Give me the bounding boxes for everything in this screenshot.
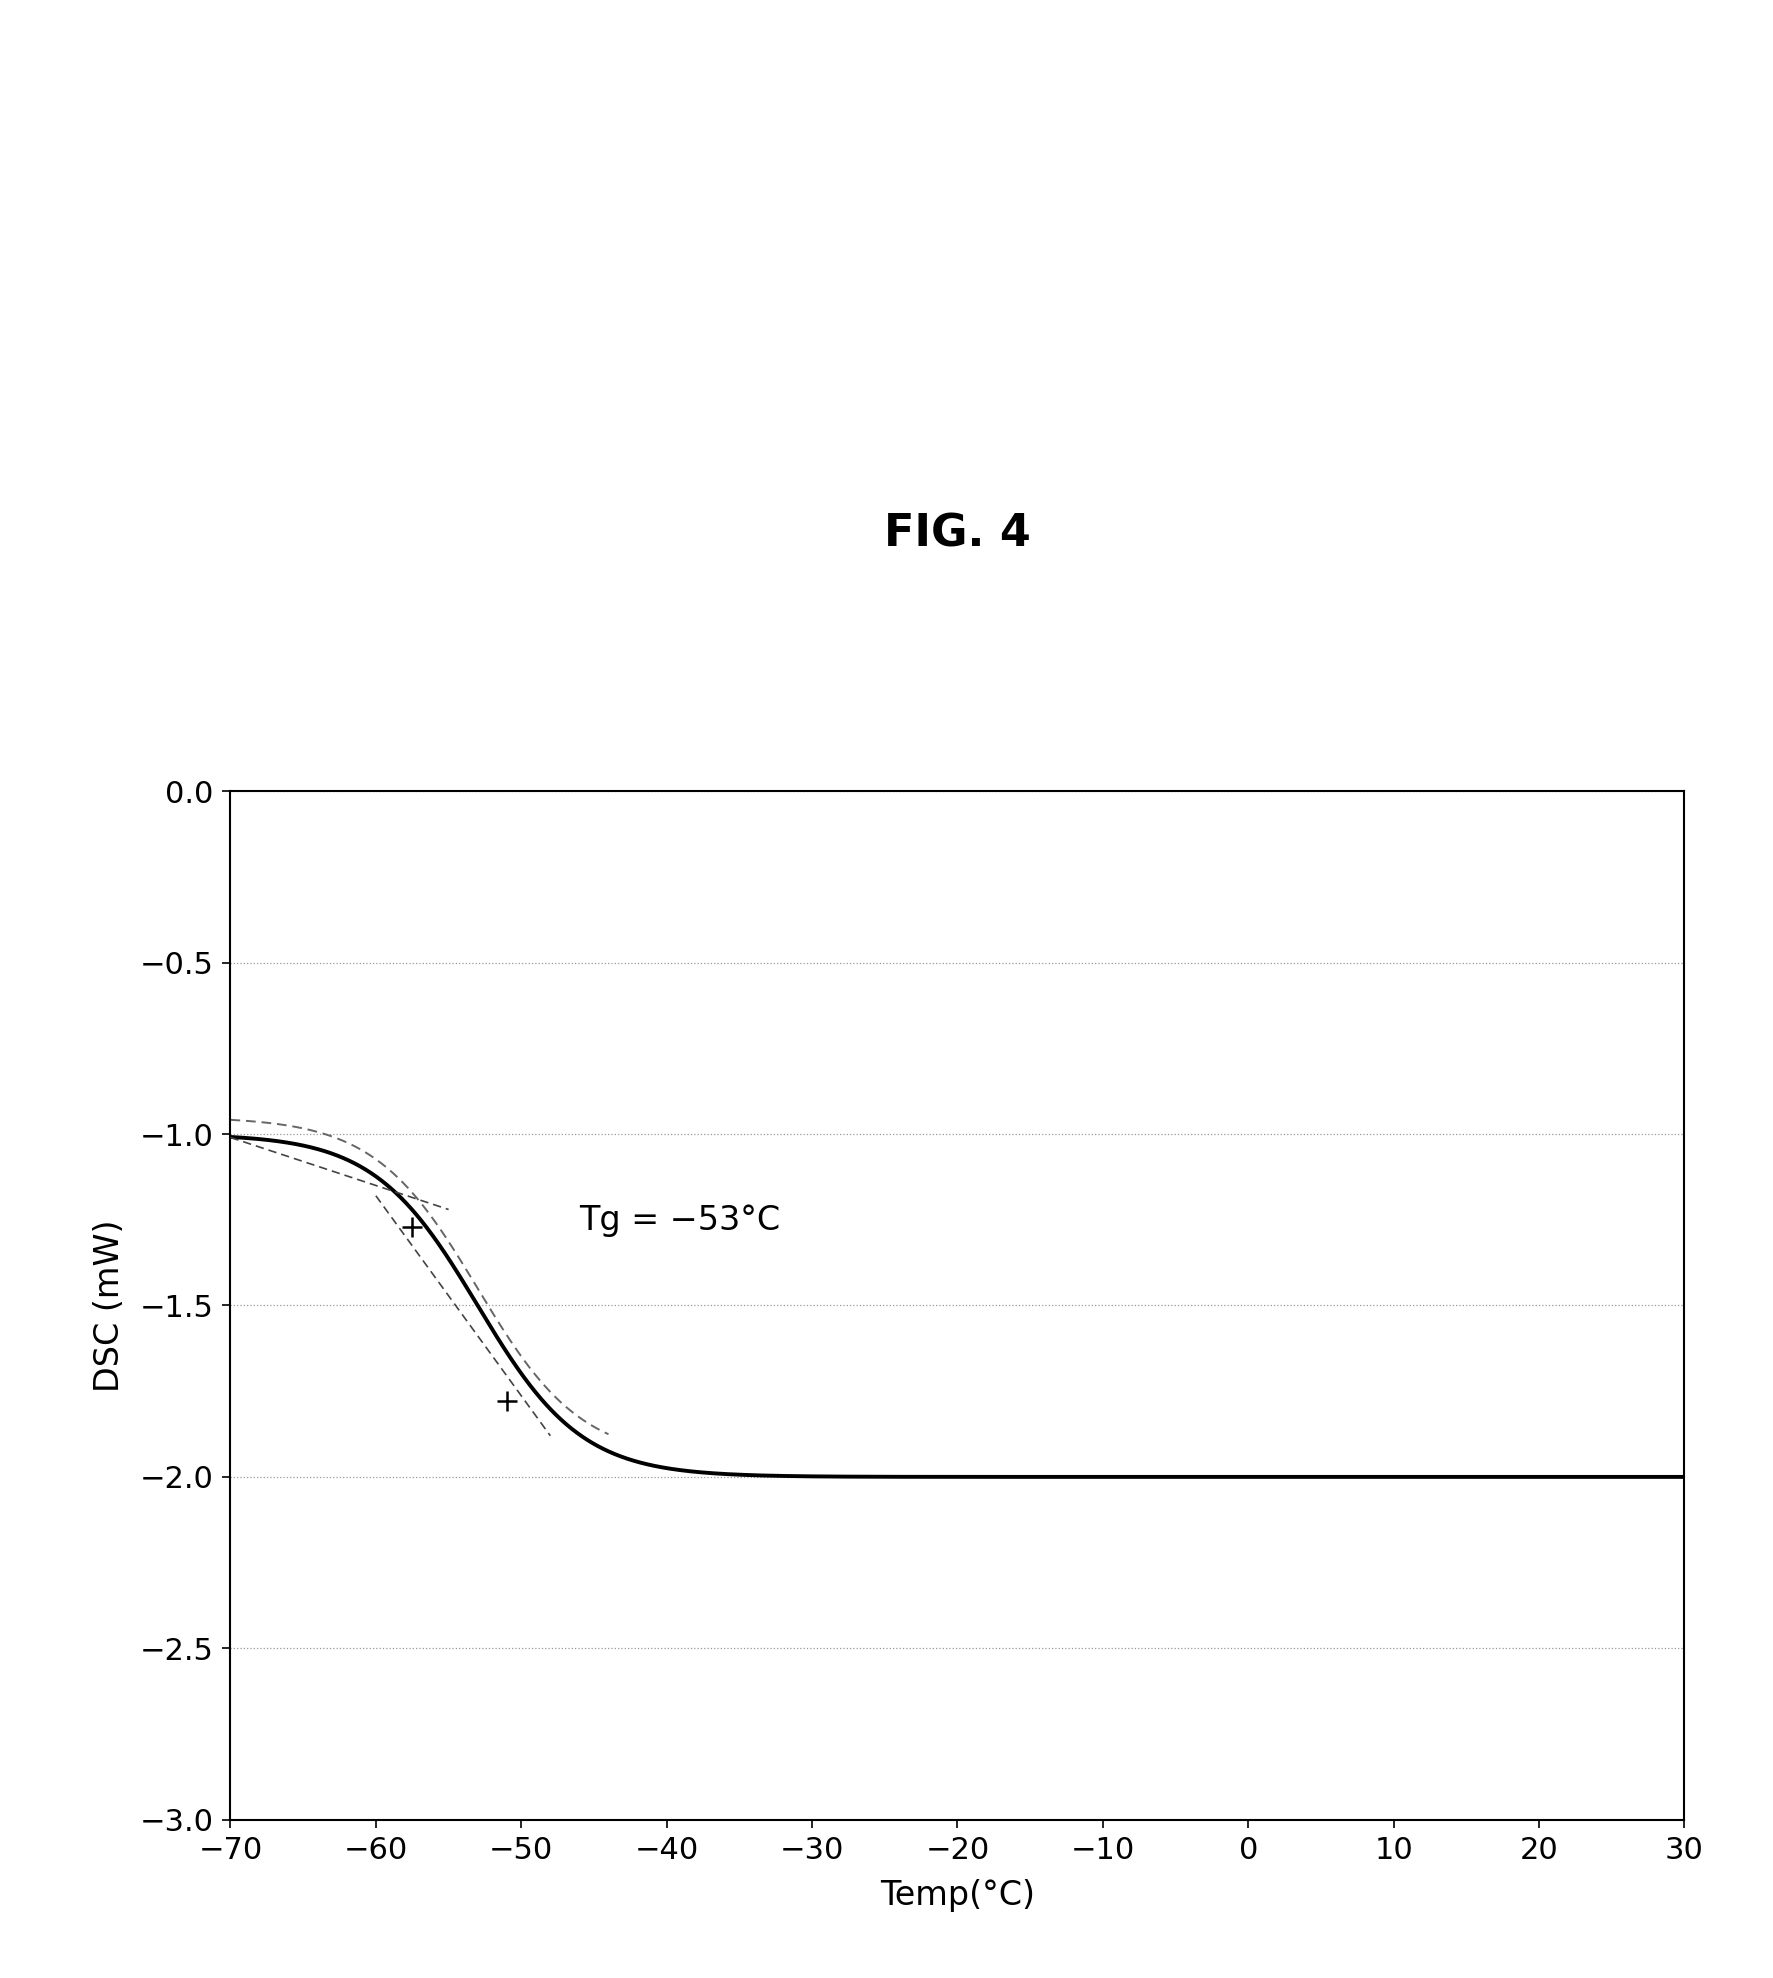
X-axis label: Temp(°C): Temp(°C)	[879, 1879, 1035, 1913]
Text: Tg = −53°C: Tg = −53°C	[580, 1205, 780, 1236]
Text: FIG. 4: FIG. 4	[885, 512, 1030, 556]
Y-axis label: DSC (mW): DSC (mW)	[92, 1218, 126, 1393]
